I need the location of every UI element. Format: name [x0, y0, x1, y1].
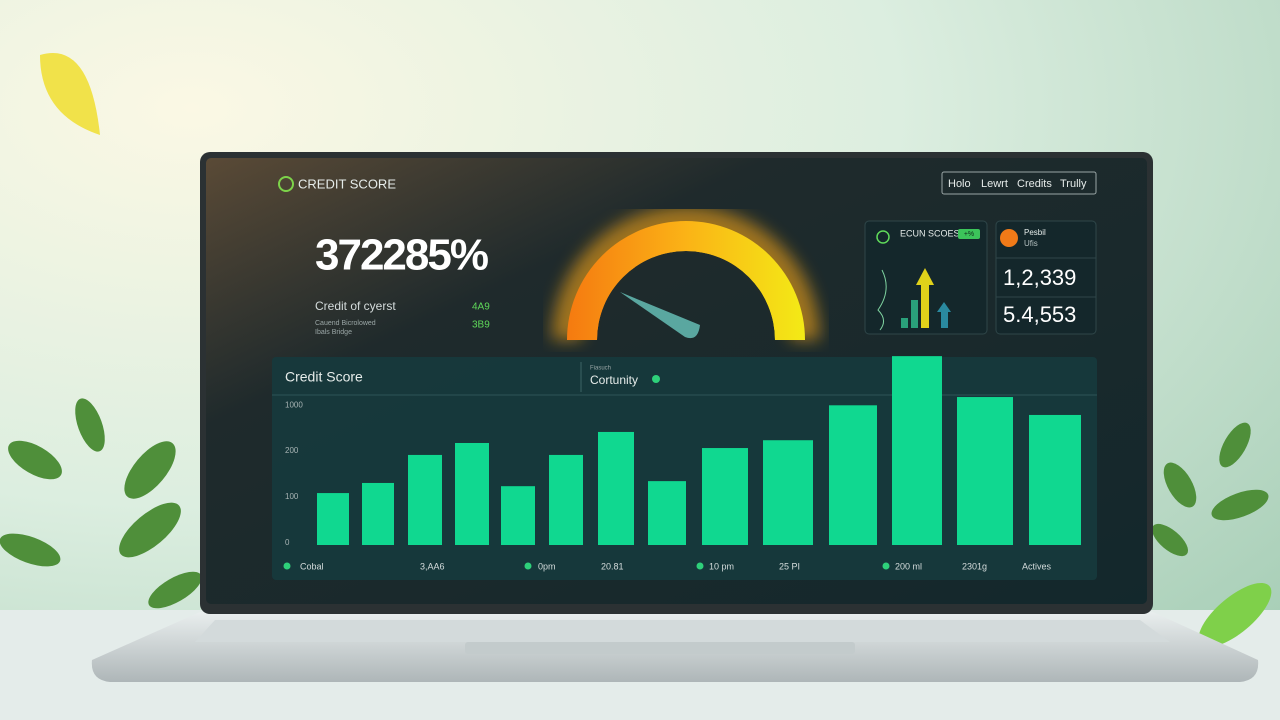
- x-label: 200 ml: [895, 561, 922, 571]
- row-label: Cauend Bicrolowed: [315, 320, 376, 327]
- y-tick-label: 0: [285, 538, 290, 547]
- app-title: CREDIT SCORE: [298, 176, 396, 191]
- card-icon: [876, 230, 890, 244]
- row-value: 3B9: [472, 320, 490, 331]
- legend-dot: [696, 562, 704, 570]
- card-tag: +%: [964, 231, 974, 238]
- nav-item[interactable]: Credits: [1017, 178, 1052, 190]
- card-value: 5.4,553: [1003, 302, 1076, 327]
- bars: [317, 356, 1081, 545]
- legend-dot: [283, 562, 291, 570]
- big-value: 372285%: [315, 231, 488, 280]
- card-graphic: [877, 268, 951, 331]
- x-label: 10 pm: [709, 561, 734, 571]
- tab-small: Fiasuch: [590, 366, 611, 372]
- bar: [892, 356, 942, 545]
- bar: [648, 481, 686, 545]
- nav-item[interactable]: Lewrt: [981, 178, 1008, 190]
- gauge-needle: [620, 292, 700, 339]
- nav-item[interactable]: Trully: [1060, 178, 1087, 190]
- row-value: 4A9: [472, 302, 490, 313]
- legend-dot: [524, 562, 532, 570]
- row-label: Credit of cyerst: [315, 299, 396, 313]
- y-tick-label: 200: [285, 446, 299, 455]
- y-tick-label: 100: [285, 492, 299, 501]
- bar: [362, 482, 394, 545]
- nav: Holo Lewrt Credits Trully: [948, 178, 1087, 190]
- tab: Cortunity: [590, 373, 638, 387]
- legend-dot: [882, 562, 890, 570]
- logo: [278, 176, 294, 192]
- nav-box: [941, 171, 1097, 195]
- card-title: Pesbil: [1024, 228, 1046, 237]
- bar: [702, 448, 748, 545]
- note: Ibals Bridge: [315, 329, 352, 336]
- card: [995, 220, 1097, 335]
- x-label: 20.81: [601, 561, 624, 571]
- card-title: ECUN SCOES: [900, 228, 960, 238]
- x-label: 25 PI: [779, 561, 800, 571]
- x-label: Actives: [1022, 561, 1052, 571]
- bar: [408, 454, 442, 545]
- card-subtitle: Ufis: [1024, 239, 1038, 248]
- x-label: 0pm: [538, 561, 556, 571]
- card-icon: [1000, 229, 1018, 247]
- tag-box: [958, 229, 980, 239]
- bar: [598, 431, 634, 545]
- leaf: [40, 52, 100, 135]
- x-label: 3,AA6: [420, 561, 445, 571]
- bar: [455, 442, 489, 545]
- nav-item[interactable]: Holo: [948, 178, 971, 190]
- bar: [549, 454, 583, 545]
- bar: [829, 405, 877, 545]
- tab-dot: [652, 375, 660, 383]
- y-tick-label: 1000: [285, 400, 303, 409]
- bar: [317, 493, 349, 545]
- card-value: 1,2,339: [1003, 265, 1076, 290]
- plant-left: [0, 398, 202, 609]
- trackpad: [465, 642, 855, 654]
- keyboard: [195, 620, 1170, 642]
- bar: [1029, 414, 1081, 545]
- bar: [763, 440, 813, 545]
- bar: [957, 397, 1013, 545]
- gauge-arc: [567, 221, 805, 340]
- panel-title: Credit Score: [285, 369, 363, 385]
- x-label: Cobal: [300, 561, 324, 571]
- x-label: 2301g: [962, 561, 987, 571]
- bar: [501, 486, 535, 545]
